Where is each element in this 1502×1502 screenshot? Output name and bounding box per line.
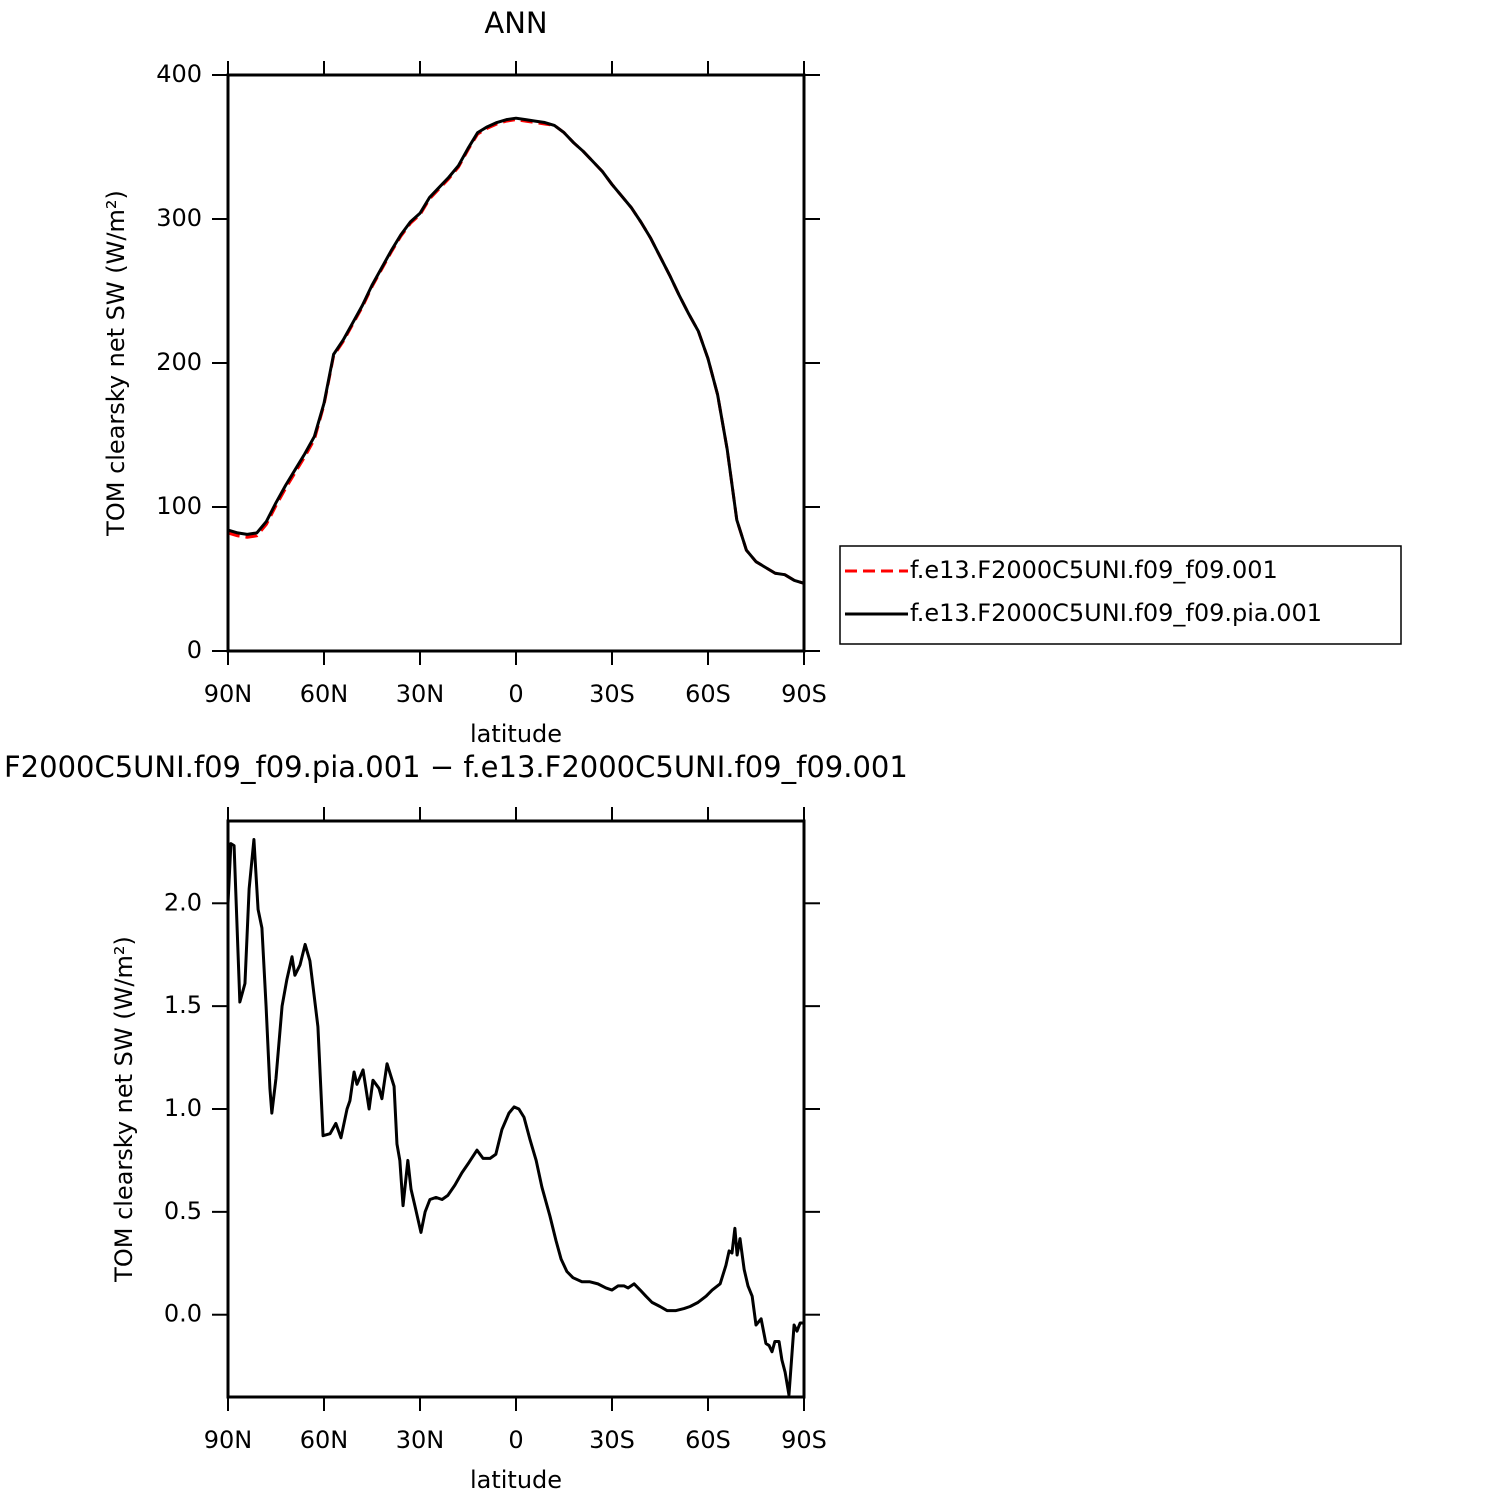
y-tick-label: 300 — [156, 204, 202, 232]
x-tick-label: 30S — [589, 680, 635, 708]
x-tick-label: 90N — [204, 680, 253, 708]
y-tick-label: 0.5 — [164, 1197, 202, 1225]
chart-title: F2000C5UNI.f09_f09.pia.001 − f.e13.F2000… — [4, 750, 908, 784]
x-tick-label: 30S — [589, 1426, 635, 1454]
legend-label: f.e13.F2000C5UNI.f09_f09.pia.001 — [910, 599, 1322, 627]
y-axis-label: TOM clearsky net SW (W/m²) — [110, 936, 138, 1283]
chart-title: ANN — [484, 6, 547, 40]
y-tick-label: 1.5 — [164, 991, 202, 1019]
x-tick-label: 60N — [300, 1426, 349, 1454]
x-axis-label: latitude — [470, 1466, 562, 1494]
y-tick-label: 1.0 — [164, 1094, 202, 1122]
legend-box — [839, 545, 1402, 645]
y-tick-label: 200 — [156, 348, 202, 376]
x-tick-label: 60S — [685, 680, 731, 708]
plot-frame — [226, 73, 806, 653]
x-tick-label: 30N — [396, 680, 445, 708]
x-tick-label: 0 — [508, 680, 523, 708]
x-tick-label: 90S — [781, 680, 827, 708]
y-tick-label: 2.0 — [164, 888, 202, 916]
x-tick-label: 0 — [508, 1426, 523, 1454]
y-tick-label: 100 — [156, 492, 202, 520]
data-line — [226, 838, 804, 1397]
data-line — [227, 116, 805, 585]
x-axis-label: latitude — [470, 720, 562, 748]
plot-frame — [226, 819, 806, 1399]
x-tick-label: 60N — [300, 680, 349, 708]
legend-label: f.e13.F2000C5UNI.f09_f09.001 — [910, 556, 1278, 584]
x-tick-label: 60S — [685, 1426, 731, 1454]
data-line — [227, 118, 805, 585]
x-tick-label: 90S — [781, 1426, 827, 1454]
x-tick-label: 30N — [396, 1426, 445, 1454]
y-tick-label: 0.0 — [164, 1300, 202, 1328]
x-tick-label: 90N — [204, 1426, 253, 1454]
y-tick-label: 400 — [156, 60, 202, 88]
y-tick-label: 0 — [187, 636, 202, 664]
y-axis-label: TOM clearsky net SW (W/m²) — [102, 190, 130, 537]
